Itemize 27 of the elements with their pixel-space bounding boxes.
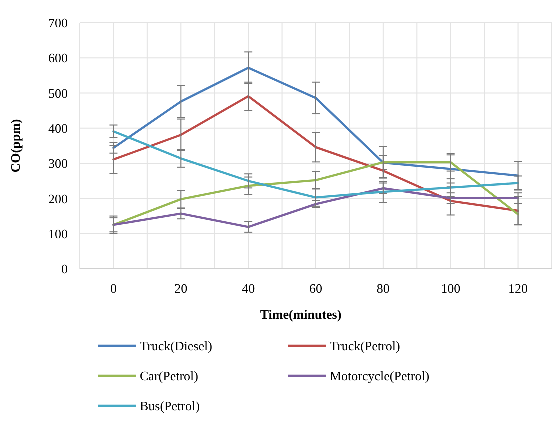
- line-series: [112, 161, 520, 226]
- x-tick-label: 60: [310, 281, 322, 296]
- y-axis-title: CO(ppm): [8, 119, 23, 173]
- legend-label: Motorcycle(Petrol): [330, 368, 430, 384]
- y-tick-label: 100: [48, 226, 68, 242]
- legend-label: Car(Petrol): [140, 368, 198, 384]
- y-tick-label: 600: [48, 50, 68, 66]
- y-tick-label: 400: [48, 120, 68, 136]
- x-tick-label: 40: [242, 281, 256, 296]
- x-axis-title: Time(minutes): [260, 307, 342, 322]
- y-tick-label: 300: [48, 156, 68, 172]
- x-tick-label: 100: [441, 281, 461, 296]
- legend-label: Bus(Petrol): [140, 398, 200, 414]
- x-tick-label: 20: [174, 281, 188, 296]
- line-series: [112, 66, 520, 177]
- x-tick-label: 80: [376, 281, 390, 296]
- legend-label: Truck(Petrol): [330, 338, 400, 354]
- y-tick-label: 500: [48, 86, 68, 101]
- y-tick-label: 200: [48, 191, 68, 206]
- line-series: [112, 130, 520, 199]
- y-tick-label: 700: [48, 16, 68, 31]
- x-tick-label: 120: [508, 281, 528, 296]
- line-series: [112, 95, 520, 212]
- x-tick-label: 0: [110, 281, 117, 296]
- line-series: [112, 187, 520, 228]
- legend-label: Truck(Diesel): [140, 338, 212, 354]
- y-tick-label: 0: [62, 262, 68, 277]
